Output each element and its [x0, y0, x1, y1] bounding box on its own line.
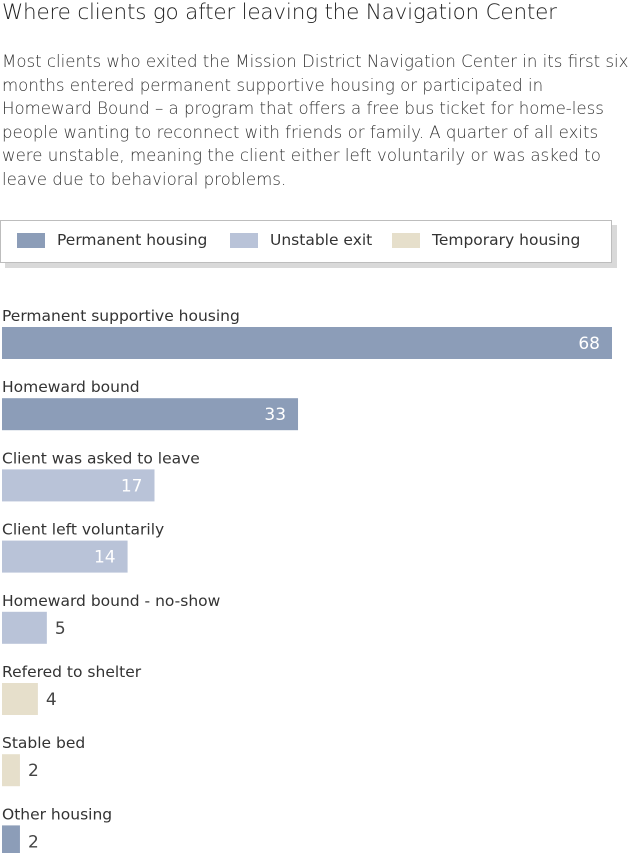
bar-row: Stable bed 2 — [2, 734, 85, 787]
category-label: Client left voluntarily — [2, 521, 164, 539]
category-label: Permanent supportive housing — [2, 307, 240, 325]
bar — [2, 754, 20, 787]
bar — [2, 469, 155, 502]
category-label: Other housing — [2, 805, 112, 823]
bar-row: Other housing 2 — [2, 805, 112, 853]
bar-row: Refered to shelter 4 — [2, 663, 142, 715]
bar — [2, 398, 299, 431]
legend-item-unstable: Unstable exit — [230, 231, 372, 249]
legend-swatch-permanent — [17, 232, 45, 248]
legend-label: Temporary housing — [432, 231, 581, 249]
bar — [2, 540, 128, 573]
bar-chart: Permanent supportive housing 68 Homeward b… — [2, 307, 612, 853]
category-label: Refered to shelter — [2, 663, 142, 681]
value-label: 14 — [94, 548, 116, 568]
chart-description: Most clients who exited the Mission Dist… — [2, 52, 629, 189]
value-label: 5 — [55, 619, 66, 639]
value-label: 33 — [264, 405, 286, 425]
bar-row: Client left voluntarily 14 — [2, 521, 164, 573]
bar — [2, 683, 38, 715]
value-label: 2 — [28, 832, 39, 852]
bar — [2, 611, 47, 644]
value-label: 2 — [28, 761, 39, 781]
legend-label: Unstable exit — [270, 231, 373, 249]
legend-item-temporary: Temporary housing — [392, 231, 580, 249]
legend-item-permanent: Permanent housing — [17, 231, 207, 249]
bar-row: Homeward bound 33 — [2, 378, 299, 431]
category-label: Homeward bound — [2, 378, 140, 396]
category-label: Homeward bound - no-show — [2, 592, 221, 610]
legend-label: Permanent housing — [57, 231, 208, 249]
bar — [2, 327, 612, 359]
category-label: Stable bed — [2, 734, 85, 752]
value-label: 17 — [121, 476, 143, 496]
bar-row: Client was asked to leave 17 — [2, 449, 200, 502]
legend-swatch-unstable — [230, 232, 258, 248]
value-label: 4 — [46, 690, 57, 710]
bar-row: Permanent supportive housing 68 — [2, 307, 612, 359]
chart-title: Where clients go after leaving the Navig… — [2, 0, 557, 25]
value-label: 68 — [578, 334, 600, 354]
bar-row: Homeward bound - no-show 5 — [2, 592, 221, 644]
legend-swatch-temporary — [392, 232, 420, 248]
legend: Permanent housing Unstable exit Temporar… — [0, 220, 612, 263]
category-label: Client was asked to leave — [2, 449, 200, 467]
bar — [2, 825, 20, 853]
